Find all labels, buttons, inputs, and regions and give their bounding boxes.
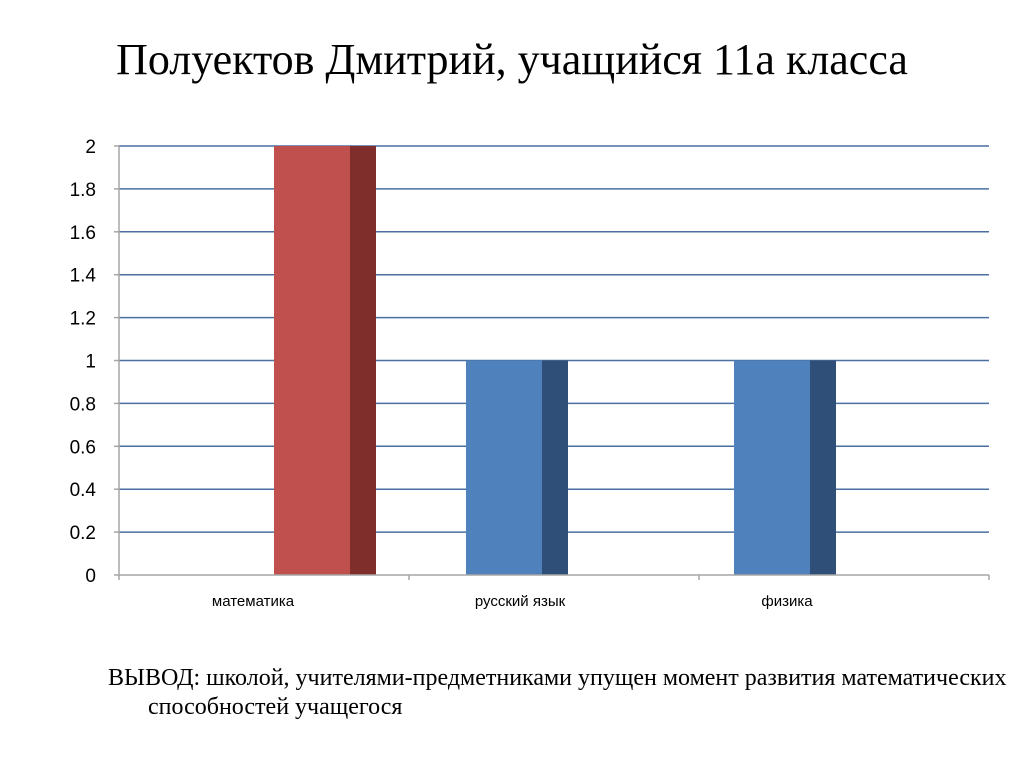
- y-tick-label: 0.2: [70, 523, 96, 544]
- x-category-label: русский язык: [475, 593, 566, 610]
- bar-side-3: [810, 360, 836, 575]
- axis-layer: [114, 145, 990, 580]
- bar-3: [734, 360, 810, 575]
- y-tick-label: 1.6: [70, 223, 96, 244]
- x-category-label: физика: [761, 593, 813, 610]
- y-tick-label: 1: [85, 352, 96, 373]
- bar-side-1: [350, 146, 376, 575]
- page-title: Полуектов Дмитрий, учащийся 11а класса: [116, 35, 908, 84]
- bar-1: [274, 146, 350, 575]
- bar-2: [466, 360, 542, 575]
- labels-layer: 0 0.2 0.4 0.6 0.8 1 1.2 1.4 1.6 1.8 2 математика рус…: [70, 137, 814, 610]
- y-tick-label: 0: [85, 566, 96, 587]
- y-tick-label: 0.8: [70, 394, 96, 415]
- conclusion-text: ВЫВОД: школой, учителями-предметниками у…: [108, 665, 1007, 720]
- y-tick-label: 0.6: [70, 437, 96, 458]
- y-tick-label: 1.2: [70, 309, 96, 330]
- bars-layer: [274, 146, 836, 575]
- bar-side-2: [542, 360, 568, 575]
- y-tick-label: 1.4: [70, 266, 97, 287]
- y-tick-label: 0.4: [70, 480, 97, 501]
- y-tick-label: 2: [85, 137, 96, 158]
- y-tick-label: 1.8: [70, 180, 96, 201]
- x-category-label: математика: [212, 593, 295, 610]
